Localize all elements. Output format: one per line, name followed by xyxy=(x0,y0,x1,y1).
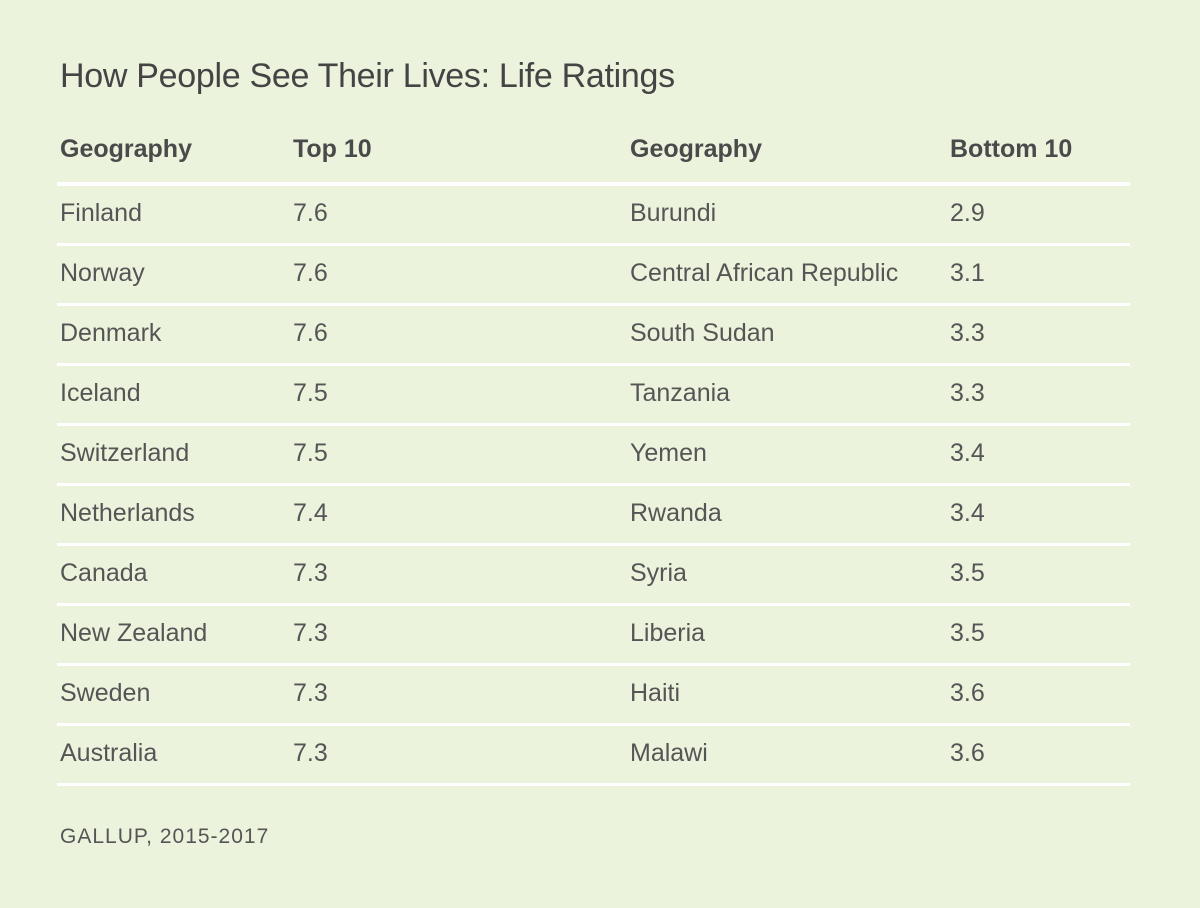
cell-top-10-value: 7.3 xyxy=(290,544,627,606)
cell-top-10-value: 7.3 xyxy=(290,664,627,726)
table-row: Norway 7.6 Central African Republic 3.1 xyxy=(57,244,1130,306)
cell-top-10-value: 7.6 xyxy=(290,244,627,306)
cell-top-10-value: 7.5 xyxy=(290,424,627,486)
cell-geography-top: Iceland xyxy=(57,364,290,426)
cell-top-10-value: 7.5 xyxy=(290,364,627,426)
column-header-geography-top: Geography xyxy=(57,120,290,186)
cell-geography-top: Australia xyxy=(57,724,290,786)
cell-geography-top: Norway xyxy=(57,244,290,306)
table-row: New Zealand 7.3 Liberia 3.5 xyxy=(57,604,1130,666)
column-header-bottom-10: Bottom 10 xyxy=(947,120,1130,186)
table-row: Australia 7.3 Malawi 3.6 xyxy=(57,724,1130,786)
table-row: Iceland 7.5 Tanzania 3.3 xyxy=(57,364,1130,426)
cell-top-10-value: 7.6 xyxy=(290,184,627,246)
cell-geography-bottom: Haiti xyxy=(627,664,947,726)
cell-geography-top: Finland xyxy=(57,184,290,246)
table-row: Canada 7.3 Syria 3.5 xyxy=(57,544,1130,606)
table-row: Netherlands 7.4 Rwanda 3.4 xyxy=(57,484,1130,546)
cell-geography-top: New Zealand xyxy=(57,604,290,666)
cell-bottom-10-value: 3.4 xyxy=(947,484,1130,546)
cell-geography-top: Switzerland xyxy=(57,424,290,486)
cell-top-10-value: 7.6 xyxy=(290,304,627,366)
cell-geography-bottom: South Sudan xyxy=(627,304,947,366)
cell-geography-bottom: Burundi xyxy=(627,184,947,246)
table-row: Finland 7.6 Burundi 2.9 xyxy=(57,184,1130,246)
chart-title-main: How People See Their Lives: xyxy=(60,57,490,95)
header-row: Geography Top 10 Geography Bottom 10 xyxy=(57,120,1130,186)
column-header-geography-bottom: Geography xyxy=(627,120,947,186)
source-note: GALLUP, 2015-2017 xyxy=(60,825,270,848)
chart-title: How People See Their Lives: Life Ratings xyxy=(60,54,675,98)
cell-bottom-10-value: 3.6 xyxy=(947,664,1130,726)
cell-geography-bottom: Malawi xyxy=(627,724,947,786)
cell-geography-top: Denmark xyxy=(57,304,290,366)
table-body: Finland 7.6 Burundi 2.9 Norway 7.6 Central Afr… xyxy=(57,184,1130,786)
cell-bottom-10-value: 3.3 xyxy=(947,364,1130,426)
cell-geography-bottom: Syria xyxy=(627,544,947,606)
cell-bottom-10-value: 3.4 xyxy=(947,424,1130,486)
table-row: Denmark 7.6 South Sudan 3.3 xyxy=(57,304,1130,366)
table-row: Switzerland 7.5 Yemen 3.4 xyxy=(57,424,1130,486)
cell-bottom-10-value: 2.9 xyxy=(947,184,1130,246)
cell-top-10-value: 7.3 xyxy=(290,604,627,666)
cell-geography-bottom: Central African Republic xyxy=(627,244,947,306)
cell-geography-bottom: Rwanda xyxy=(627,484,947,546)
chart-title-sub: Life Ratings xyxy=(498,57,675,95)
life-ratings-table: Geography Top 10 Geography Bottom 10 Fin… xyxy=(57,120,1130,786)
cell-geography-top: Sweden xyxy=(57,664,290,726)
cell-top-10-value: 7.4 xyxy=(290,484,627,546)
cell-geography-top: Canada xyxy=(57,544,290,606)
table-row: Sweden 7.3 Haiti 3.6 xyxy=(57,664,1130,726)
cell-geography-top: Netherlands xyxy=(57,484,290,546)
cell-top-10-value: 7.3 xyxy=(290,724,627,786)
cell-bottom-10-value: 3.6 xyxy=(947,724,1130,786)
cell-bottom-10-value: 3.3 xyxy=(947,304,1130,366)
cell-geography-bottom: Tanzania xyxy=(627,364,947,426)
cell-bottom-10-value: 3.5 xyxy=(947,544,1130,606)
cell-geography-bottom: Yemen xyxy=(627,424,947,486)
cell-geography-bottom: Liberia xyxy=(627,604,947,666)
cell-bottom-10-value: 3.5 xyxy=(947,604,1130,666)
column-header-top-10: Top 10 xyxy=(290,120,627,186)
cell-bottom-10-value: 3.1 xyxy=(947,244,1130,306)
